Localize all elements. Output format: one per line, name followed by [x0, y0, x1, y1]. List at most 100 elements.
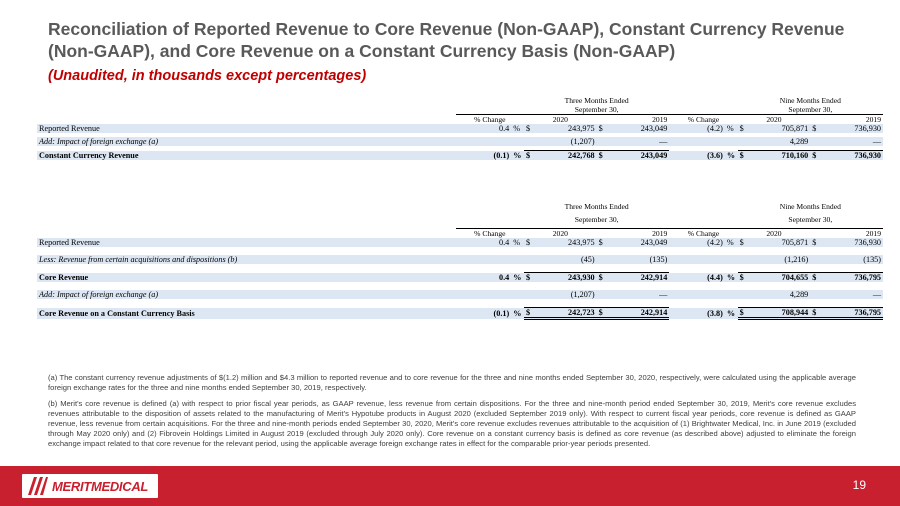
row-label: Add: Impact of foreign exchange (a) [37, 137, 456, 146]
cell-pct-symbol: % [511, 307, 525, 319]
nine-months-header: Nine Months Ended [779, 96, 841, 105]
cell-value: — [609, 137, 670, 146]
footnote-b: (b) Merit's core revenue is defined (a) … [48, 399, 856, 448]
cell-pct [669, 290, 725, 299]
cell-pct: 0.4 [455, 124, 512, 133]
cell-pct-symbol: % [511, 150, 525, 160]
cell-value: 704,655 [750, 272, 811, 282]
table-header-row: September 30, September 30, [37, 215, 883, 224]
cell-value: 4,289 [750, 137, 811, 146]
table-row: Add: Impact of foreign exchange (a) (1,2… [37, 137, 883, 146]
cell-dollar: $ [524, 124, 537, 133]
cell-dollar: $ [810, 124, 824, 133]
cell-value: 242,914 [609, 307, 670, 320]
cell-dollar: $ [524, 272, 537, 282]
cell-value: 243,975 [536, 124, 597, 133]
cell-pct [455, 255, 512, 264]
three-months-header: Three Months Ended [564, 202, 629, 211]
cell-pct-symbol [511, 137, 525, 146]
cell-value: 705,871 [750, 238, 811, 247]
year-2020-header: 2020 [524, 114, 597, 124]
cell-pct: 0.4 [455, 272, 512, 282]
cell-pct-symbol: % [724, 124, 738, 133]
cell-value: 242,914 [609, 272, 670, 282]
cell-pct: (0.1) [455, 150, 512, 160]
cell-value: 736,795 [823, 272, 883, 282]
cell-value: 736,930 [823, 150, 883, 160]
year-2019-header: 2019 [810, 228, 883, 238]
cell-dollar: $ [596, 150, 610, 160]
cell-pct-symbol: % [511, 272, 525, 282]
table-header-row: % Change 2020 2019 % Change 2020 2019 [37, 114, 883, 124]
cell-pct: (3.8) [669, 307, 725, 319]
cell-value: (1,207) [536, 137, 597, 146]
cell-dollar: $ [737, 272, 751, 282]
cell-dollar [596, 290, 610, 299]
cell-value: 710,160 [750, 150, 811, 160]
table-row: Reported Revenue 0.4 % $ 243,975 $ 243,0… [37, 238, 883, 247]
year-2020-header: 2020 [524, 228, 597, 238]
cell-dollar [524, 137, 537, 146]
cell-dollar: $ [524, 307, 537, 320]
footnotes: (a) The constant currency revenue adjust… [48, 373, 856, 455]
cell-value: (1,207) [536, 290, 597, 299]
page-number: 19 [852, 478, 866, 492]
cell-dollar: $ [737, 307, 751, 320]
cell-pct: (4.2) [669, 124, 725, 133]
row-label: Reported Revenue [37, 124, 456, 133]
cell-value: 243,049 [609, 124, 670, 133]
cell-dollar: $ [524, 238, 537, 247]
cell-dollar: $ [524, 150, 537, 160]
cell-pct-symbol: % [724, 238, 738, 247]
table-row: Add: Impact of foreign exchange (a) (1,2… [37, 290, 883, 299]
cell-pct-symbol [724, 290, 738, 299]
pct-change-header: % Change [669, 114, 738, 124]
cell-pct-symbol: % [724, 150, 738, 160]
cell-dollar: $ [810, 307, 824, 320]
cell-value: — [609, 290, 670, 299]
cell-dollar [596, 137, 610, 146]
cell-dollar [737, 290, 751, 299]
year-2019-header: 2019 [596, 114, 670, 124]
cell-pct-symbol: % [724, 272, 738, 282]
year-2020-header: 2020 [737, 228, 811, 238]
cell-value: 736,930 [823, 124, 883, 133]
cell-dollar: $ [810, 238, 824, 247]
cell-pct-symbol: % [511, 238, 525, 247]
cell-value: 243,049 [609, 150, 670, 160]
table-row: Core Revenue 0.4 % $ 243,930 $ 242,914 (… [37, 272, 883, 282]
cell-value: — [823, 137, 883, 146]
page-subtitle: (Unaudited, in thousands except percenta… [48, 68, 367, 84]
table-row: Constant Currency Revenue (0.1) % $ 242,… [37, 150, 883, 160]
merit-medical-logo: MERITMEDICAL [22, 474, 158, 498]
cell-pct [455, 290, 512, 299]
cell-dollar [524, 290, 537, 299]
revenue-table-1: Three Months Ended Nine Months Ended Sep… [37, 96, 883, 160]
cell-value: 243,049 [609, 238, 670, 247]
row-label: Add: Impact of foreign exchange (a) [37, 290, 456, 299]
page-title: Reconciliation of Reported Revenue to Co… [48, 19, 845, 61]
logo-text: MERITMEDICAL [52, 478, 149, 494]
cell-dollar: $ [596, 238, 610, 247]
cell-value: 243,930 [536, 272, 597, 282]
cell-value: — [823, 290, 883, 299]
cell-pct: 0.4 [455, 238, 512, 247]
logo-mark-icon [26, 477, 48, 495]
cell-dollar: $ [737, 124, 751, 133]
period-header: September 30, [788, 215, 833, 224]
cell-dollar: $ [737, 150, 751, 160]
cell-dollar [810, 137, 824, 146]
period-header: September 30, [574, 105, 619, 114]
cell-pct-symbol: % [511, 124, 525, 133]
cell-dollar [596, 255, 610, 264]
row-label: Less: Revenue from certain acquisitions … [37, 255, 456, 264]
table-row: Core Revenue on a Constant Currency Basi… [37, 307, 883, 320]
cell-value: 243,975 [536, 238, 597, 247]
year-2019-header: 2019 [810, 114, 883, 124]
nine-months-header: Nine Months Ended [779, 202, 841, 211]
cell-value: 705,871 [750, 124, 811, 133]
cell-value: 242,768 [536, 150, 597, 160]
pct-change-header: % Change [455, 228, 525, 238]
cell-pct-symbol [511, 255, 525, 264]
year-2020-header: 2020 [737, 114, 811, 124]
